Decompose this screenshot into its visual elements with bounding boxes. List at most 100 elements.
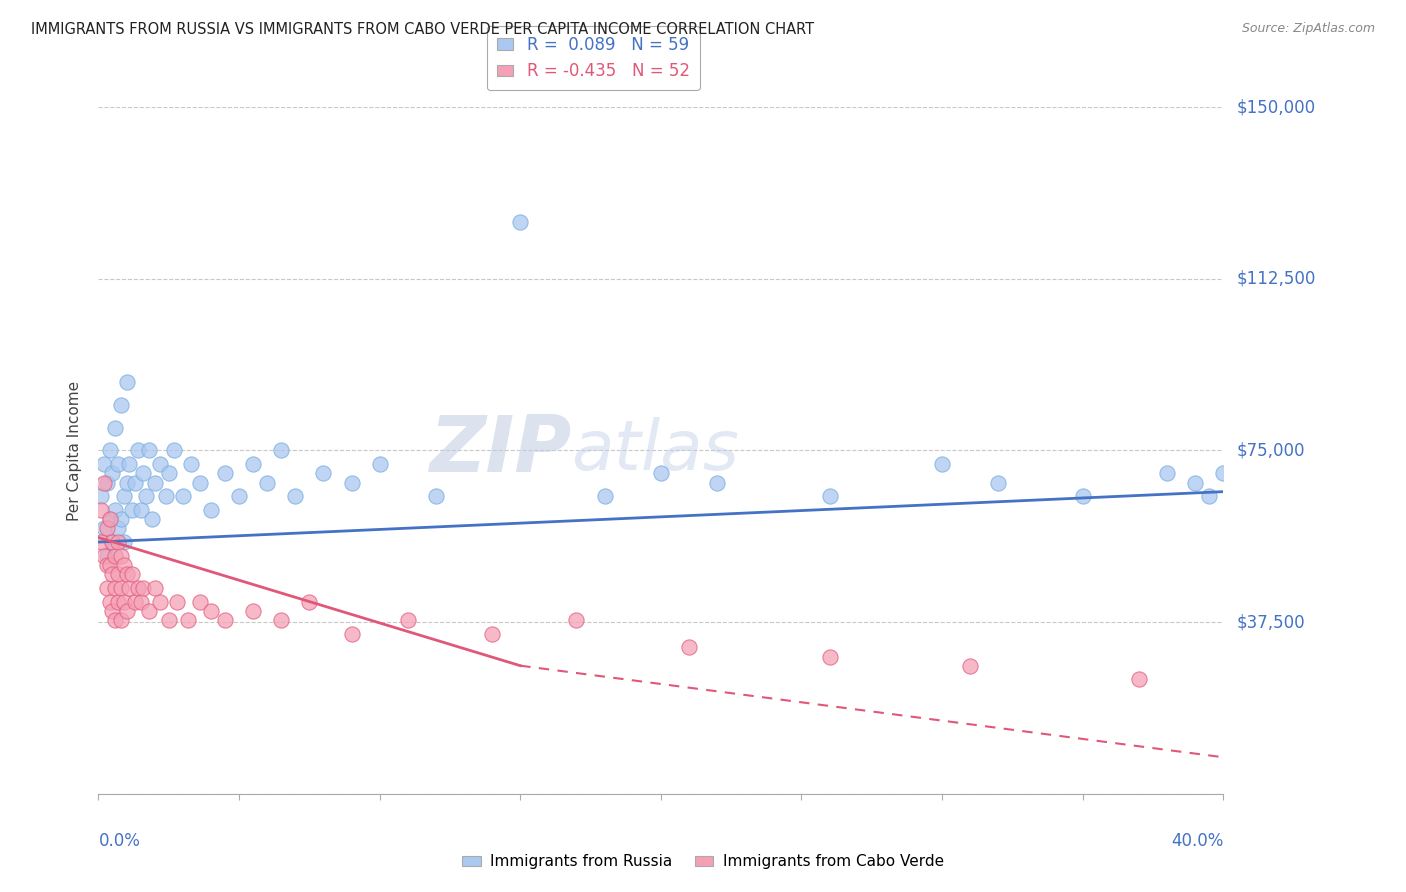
Point: [104, 503, 127, 517]
Point: [1198, 489, 1220, 503]
Point: [107, 535, 129, 549]
Point: [90, 535, 112, 549]
Point: [593, 489, 616, 503]
Point: [90, 503, 112, 517]
Point: [270, 443, 292, 458]
Point: [188, 594, 211, 608]
Point: [425, 489, 447, 503]
Point: [200, 503, 222, 517]
Point: [96, 549, 118, 563]
Point: [115, 475, 138, 490]
Point: [166, 594, 188, 608]
Point: [93, 457, 115, 471]
Point: [127, 443, 149, 458]
Point: [298, 594, 321, 608]
Point: [110, 581, 132, 595]
Point: [98, 512, 121, 526]
Text: ZIP: ZIP: [429, 412, 571, 489]
Point: [396, 613, 419, 627]
Point: [104, 420, 127, 434]
Point: [1184, 475, 1206, 490]
Point: [96, 581, 118, 595]
Point: [104, 581, 127, 595]
Point: [155, 489, 177, 503]
Point: [228, 489, 250, 503]
Point: [104, 549, 127, 563]
Point: [149, 594, 172, 608]
Point: [650, 467, 672, 481]
Point: [121, 567, 143, 582]
Point: [1128, 673, 1150, 687]
Point: [157, 613, 180, 627]
Text: 0.0%: 0.0%: [98, 831, 141, 850]
Point: [1156, 467, 1178, 481]
Point: [256, 475, 278, 490]
Point: [107, 594, 129, 608]
Point: [132, 467, 155, 481]
Text: $37,500: $37,500: [1237, 613, 1306, 632]
Point: [93, 549, 115, 563]
Point: [101, 535, 124, 549]
Point: [107, 521, 129, 535]
Point: [141, 512, 163, 526]
Point: [115, 375, 138, 389]
Point: [706, 475, 728, 490]
Point: [101, 535, 124, 549]
Point: [931, 457, 953, 471]
Point: [138, 443, 160, 458]
Point: [98, 558, 121, 572]
Point: [110, 549, 132, 563]
Text: $112,500: $112,500: [1237, 269, 1316, 288]
Point: [112, 535, 135, 549]
Point: [124, 475, 146, 490]
Point: [104, 613, 127, 627]
Text: $75,000: $75,000: [1237, 442, 1306, 459]
Point: [93, 521, 115, 535]
Point: [98, 594, 121, 608]
Point: [270, 613, 292, 627]
Point: [98, 443, 121, 458]
Point: [340, 475, 363, 490]
Point: [214, 467, 236, 481]
Point: [107, 457, 129, 471]
Point: [138, 604, 160, 618]
Text: atlas: atlas: [571, 417, 738, 484]
Point: [101, 604, 124, 618]
Point: [96, 475, 118, 490]
Point: [177, 613, 200, 627]
Point: [90, 489, 112, 503]
Point: [1212, 467, 1234, 481]
Point: [959, 658, 981, 673]
Point: [143, 581, 166, 595]
Point: [124, 594, 146, 608]
Point: [127, 581, 149, 595]
Point: [110, 398, 132, 412]
Text: IMMIGRANTS FROM RUSSIA VS IMMIGRANTS FROM CABO VERDE PER CAPITA INCOME CORRELATI: IMMIGRANTS FROM RUSSIA VS IMMIGRANTS FRO…: [31, 22, 814, 37]
Point: [129, 503, 152, 517]
Point: [149, 457, 172, 471]
Point: [188, 475, 211, 490]
Point: [1071, 489, 1094, 503]
Point: [180, 457, 202, 471]
Point: [107, 567, 129, 582]
Point: [368, 457, 391, 471]
Point: [115, 567, 138, 582]
Point: [93, 475, 115, 490]
Point: [157, 467, 180, 481]
Point: [143, 475, 166, 490]
Point: [110, 613, 132, 627]
Text: 40.0%: 40.0%: [1171, 831, 1223, 850]
Point: [96, 558, 118, 572]
Point: [312, 467, 335, 481]
Point: [509, 214, 531, 228]
Point: [242, 457, 264, 471]
Point: [163, 443, 186, 458]
Point: [112, 594, 135, 608]
Point: [118, 457, 141, 471]
Text: Source: ZipAtlas.com: Source: ZipAtlas.com: [1241, 22, 1375, 36]
Point: [987, 475, 1010, 490]
Point: [112, 489, 135, 503]
Point: [284, 489, 307, 503]
Point: [818, 489, 841, 503]
Point: [101, 467, 124, 481]
